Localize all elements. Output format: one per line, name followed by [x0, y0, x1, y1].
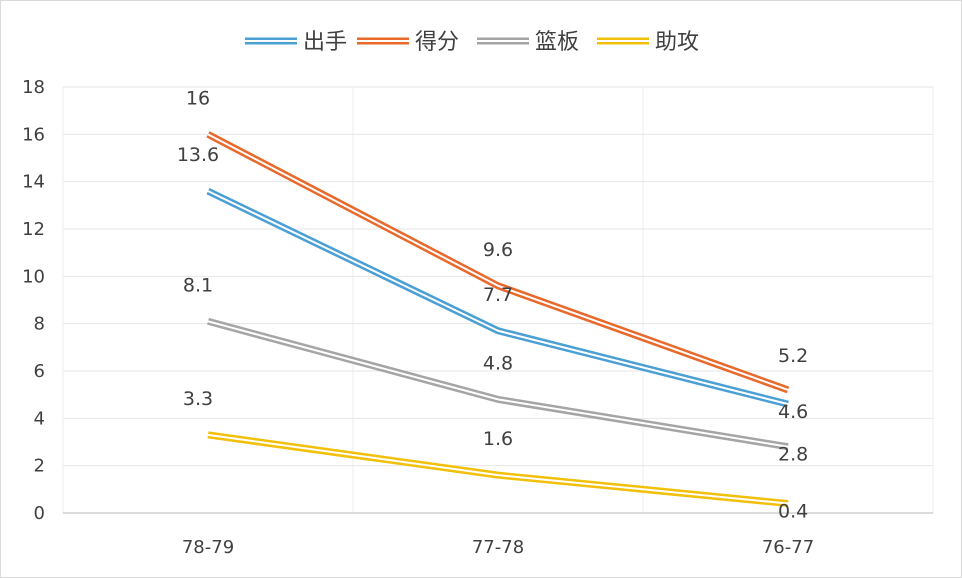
x-tick-label-76-77: 76-77 [762, 537, 814, 558]
y-tick-label-10: 10 [22, 266, 45, 287]
data-label-得分-76-77: 5.2 [778, 345, 808, 367]
data-label-助攻-76-77: 0.4 [778, 501, 808, 523]
y-tick-label-8: 8 [34, 314, 45, 335]
y-tick-label-6: 6 [34, 361, 45, 382]
data-label-得分-78-79: 16 [186, 87, 210, 109]
legend-label-助攻: 助攻 [655, 30, 699, 55]
y-tick-label-0: 0 [34, 503, 45, 524]
y-tick-label-14: 14 [22, 172, 45, 193]
data-label-出手-78-79: 13.6 [177, 144, 219, 166]
legend-label-篮板: 篮板 [535, 30, 579, 55]
legend-label-得分: 得分 [415, 30, 459, 55]
data-label-得分-77-78: 9.6 [483, 239, 513, 261]
series-line-core-出手 [207, 190, 789, 406]
y-tick-label-12: 12 [22, 219, 45, 240]
series-line-core-助攻 [207, 433, 789, 505]
data-label-篮板-76-77: 2.8 [778, 444, 808, 466]
series-line-core-得分 [207, 133, 789, 391]
y-tick-label-16: 16 [22, 124, 45, 145]
x-tick-label-78-79: 78-79 [182, 537, 234, 558]
data-label-出手-76-77: 4.6 [778, 401, 808, 423]
y-tick-label-18: 18 [22, 77, 45, 98]
y-tick-label-2: 2 [34, 456, 45, 477]
series-line-core-篮板 [207, 320, 789, 448]
data-label-篮板-78-79: 8.1 [183, 274, 213, 296]
data-label-助攻-77-78: 1.6 [483, 428, 513, 450]
data-label-助攻-78-79: 3.3 [183, 388, 213, 410]
y-tick-label-4: 4 [34, 408, 45, 429]
legend-label-出手: 出手 [303, 30, 347, 55]
data-label-篮板-77-78: 4.8 [483, 352, 513, 374]
x-tick-label-77-78: 77-78 [472, 537, 524, 558]
data-label-出手-77-78: 7.7 [483, 284, 513, 306]
